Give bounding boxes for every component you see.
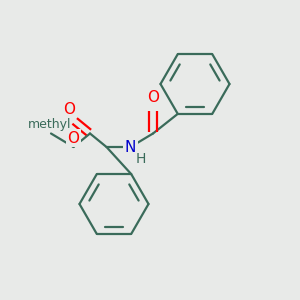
Text: H: H [136,152,146,166]
Text: N: N [125,140,136,154]
Text: O: O [63,102,75,117]
Text: O: O [68,130,80,146]
Text: O: O [147,90,159,105]
Text: methyl: methyl [28,118,71,130]
